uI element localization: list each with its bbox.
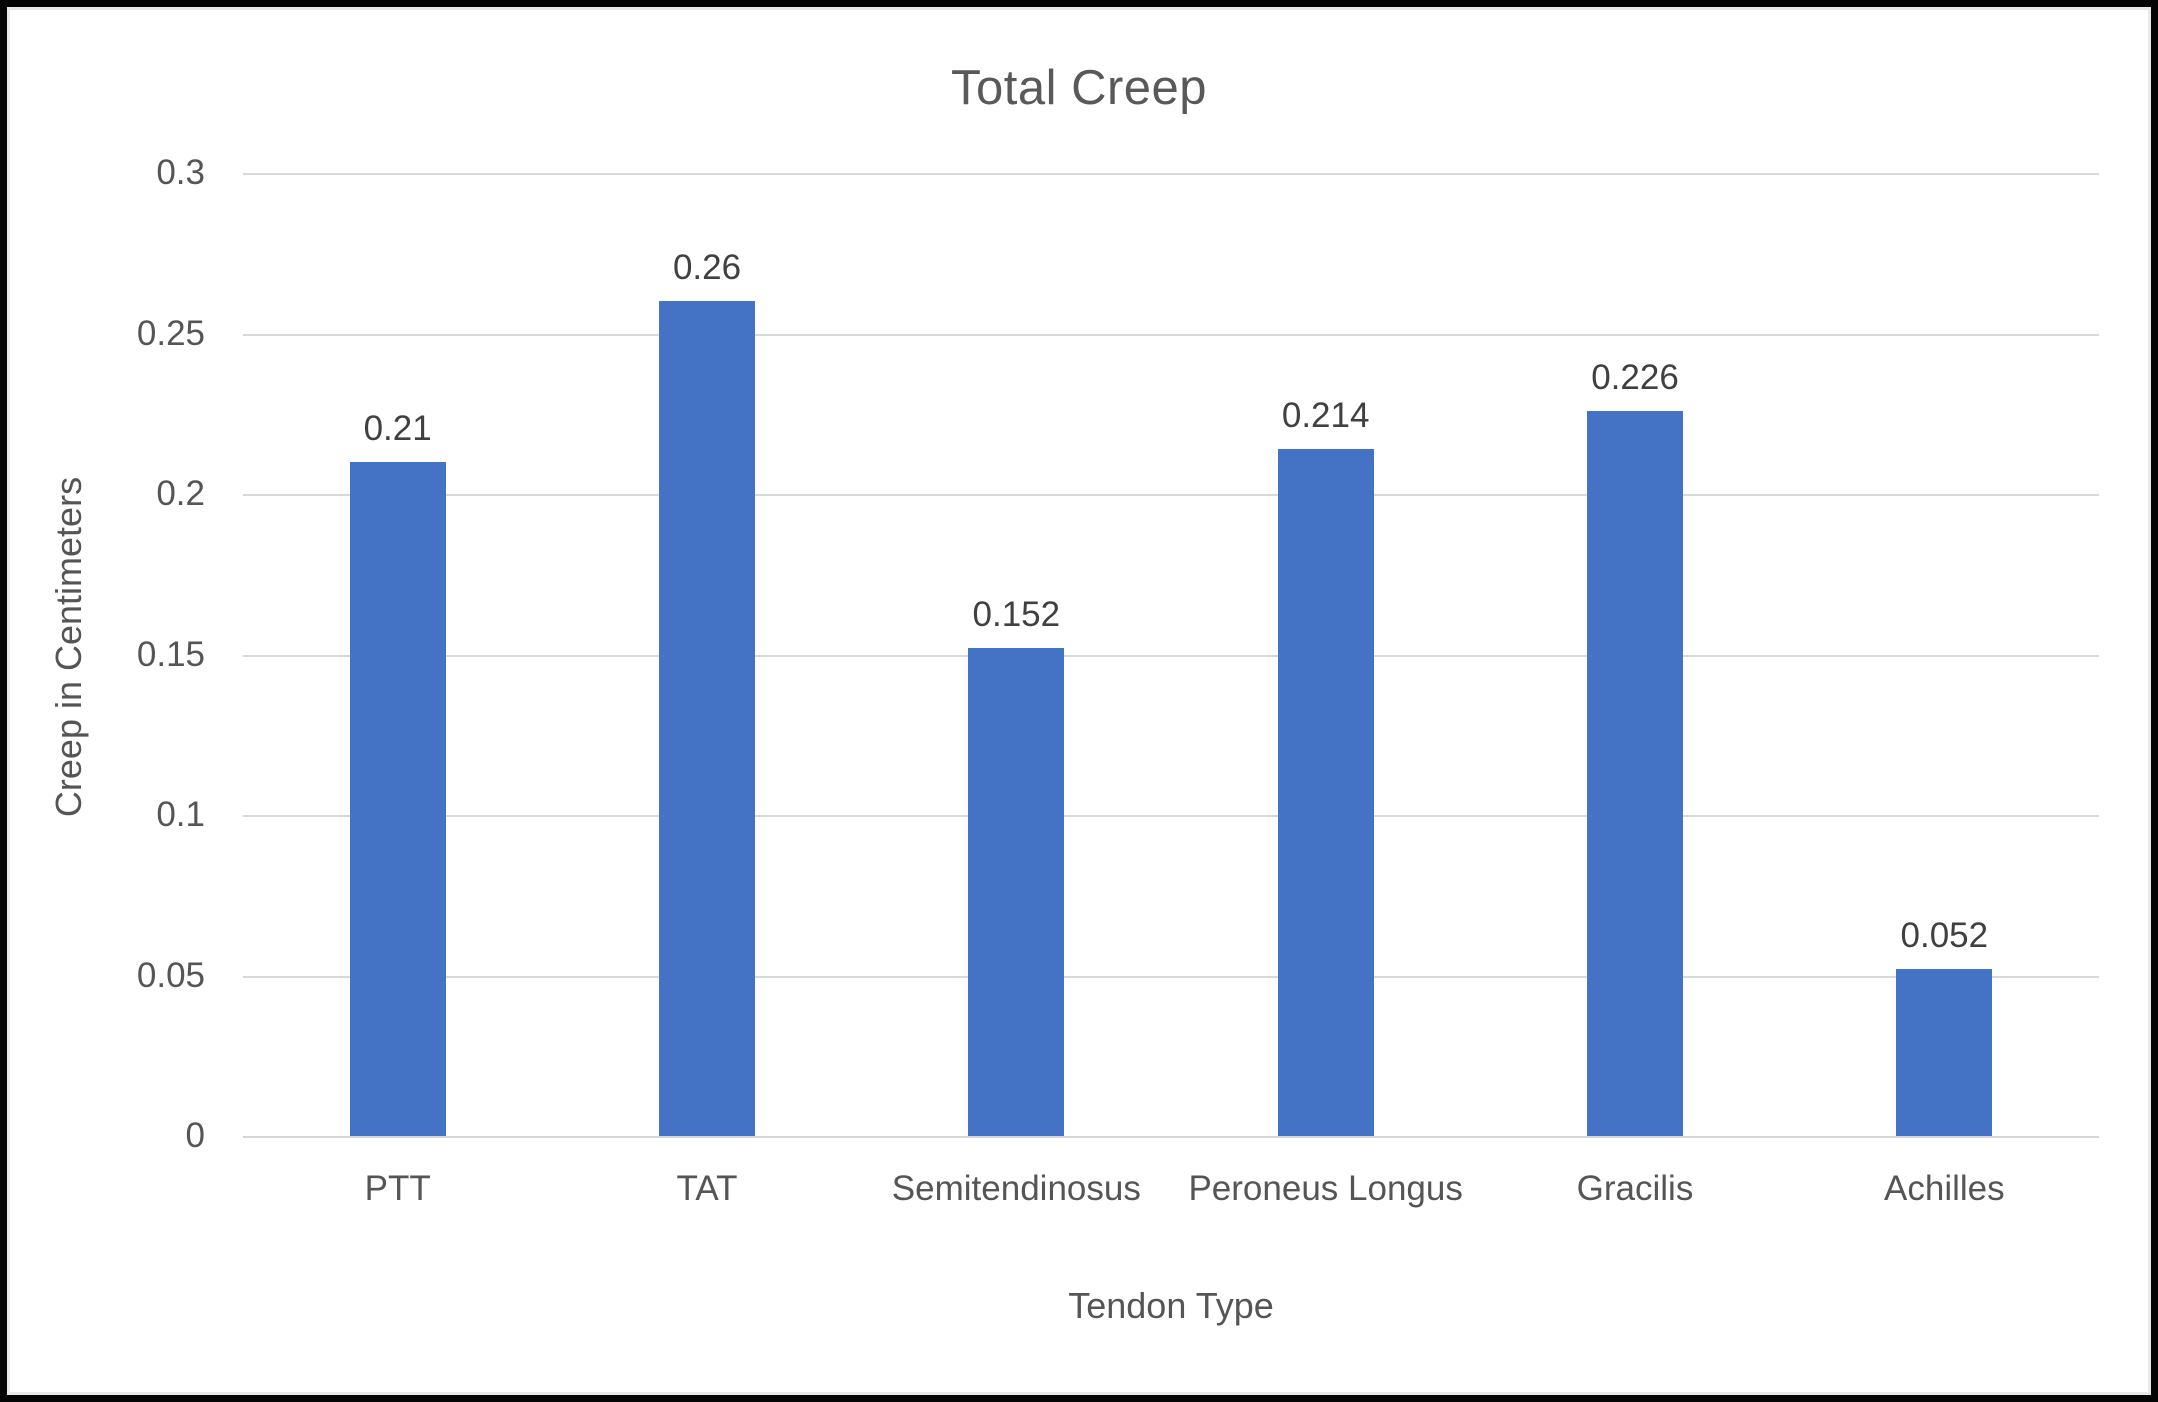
gridline-0.1 xyxy=(243,815,2099,817)
data-label-semitendinosus: 0.152 xyxy=(972,595,1061,635)
x-category-label-achilles: Achilles xyxy=(1884,1169,2005,1208)
data-label-achilles: 0.052 xyxy=(1900,916,1989,956)
y-tick-label-0.15: 0.15 xyxy=(136,634,205,674)
x-category-label-gracilis: Gracilis xyxy=(1576,1169,1694,1208)
y-tick-label-0.25: 0.25 xyxy=(136,313,205,353)
data-label-tat: 0.26 xyxy=(672,248,742,288)
gridline-0.15 xyxy=(243,654,2099,657)
x-axis-title: Tendon Type xyxy=(1068,1285,1274,1326)
x-axis-line xyxy=(243,1136,2099,1138)
y-tick-label-0.1: 0.1 xyxy=(156,795,205,834)
data-label-gracilis: 0.226 xyxy=(1591,357,1679,397)
x-category-label-tat: TAT xyxy=(676,1169,738,1208)
gridline-0.25 xyxy=(243,333,2099,336)
x-axis-category-labels: PTT TAT Semitendinosus Peroneus Longus Graci… xyxy=(243,1165,2099,1213)
y-tick-label-0.2: 0.2 xyxy=(156,474,205,513)
plot-area: 0.21 0.26 0.152 0.214 0.226 0.052 xyxy=(243,173,2099,1138)
bar-gracilis xyxy=(1587,410,1683,1136)
y-axis-tick-labels: 0.3 0.25 0.2 0.15 0.1 0.05 0 xyxy=(7,153,205,1155)
bar-tat xyxy=(659,301,755,1136)
bar-achilles xyxy=(1896,969,1993,1136)
gridline-0.05 xyxy=(243,975,2099,978)
chart-title: Total Creep xyxy=(950,61,1208,115)
x-category-label-peroneus-longus: Peroneus Longus xyxy=(1188,1169,1463,1208)
data-label-ptt: 0.21 xyxy=(363,408,432,448)
data-label-peroneus-longus: 0.214 xyxy=(1281,396,1370,436)
gridline-0.3 xyxy=(243,173,2099,175)
bar-semitendinosus xyxy=(968,648,1065,1136)
x-category-label-semitendinosus: Semitendinosus xyxy=(891,1169,1141,1208)
gridline-0.2 xyxy=(243,494,2099,496)
bar-ptt xyxy=(349,461,446,1136)
bar-peroneus-longus xyxy=(1277,449,1374,1136)
y-tick-label-0: 0 xyxy=(185,1116,205,1155)
x-category-label-ptt: PTT xyxy=(364,1169,431,1208)
y-tick-label-0.05: 0.05 xyxy=(136,955,205,995)
y-tick-label-0.3: 0.3 xyxy=(156,153,205,192)
